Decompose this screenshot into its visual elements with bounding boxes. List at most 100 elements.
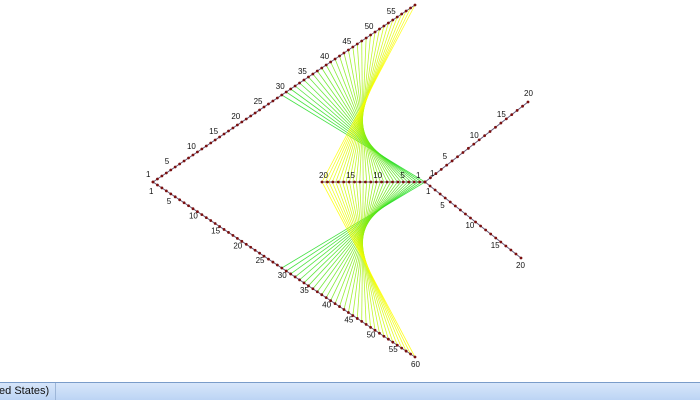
axis-point [510, 113, 514, 117]
axis-point [338, 54, 341, 58]
axis-tick-label: 40 [322, 301, 331, 310]
axis-point [178, 198, 182, 202]
axis-tick-label: 15 [491, 241, 500, 250]
axis-point [200, 147, 204, 151]
axis-point [443, 196, 447, 200]
axis-point [169, 192, 173, 196]
axis-point [280, 93, 284, 97]
axis-point [445, 163, 449, 167]
axis-tick-label: 20 [231, 112, 240, 121]
axis-point [488, 130, 492, 133]
axis-point [178, 162, 182, 166]
axis-point [360, 320, 364, 323]
axis-point [434, 172, 438, 175]
axis-point [401, 180, 405, 184]
axis-point [453, 204, 457, 208]
axis-point [213, 222, 217, 225]
axis-tick-label: 5 [167, 197, 172, 206]
axis-point [373, 328, 377, 332]
axis-point [347, 180, 351, 184]
axis-point [213, 138, 217, 142]
axis-point [329, 299, 333, 303]
status-language[interactable]: ted States) [0, 383, 57, 400]
axis-point [519, 256, 523, 260]
axis-point [456, 155, 459, 159]
axis-point [289, 272, 293, 276]
axis-tick-label: 30 [276, 82, 285, 91]
axis-point [499, 121, 503, 125]
axis-tick-label: 5 [443, 152, 448, 161]
axis-point [439, 167, 443, 171]
axis-point [461, 151, 465, 154]
axis-point [156, 183, 159, 187]
axis-point [353, 180, 356, 184]
axis-point [338, 305, 341, 308]
axis-point [412, 180, 416, 184]
axis-point [409, 6, 412, 10]
axis-point [358, 180, 362, 184]
axis-point [258, 251, 261, 255]
axis-point [526, 100, 530, 104]
axis-point [235, 236, 239, 240]
axis-point [307, 75, 310, 79]
axis-point [235, 123, 239, 127]
axis-point [413, 355, 417, 359]
axis-point [386, 337, 390, 341]
axis-point [191, 153, 195, 157]
axis-tick-label: 20 [516, 261, 525, 270]
axis-tick-label: 35 [300, 286, 309, 295]
axis-point [364, 36, 368, 40]
axis-point [504, 117, 508, 121]
axis-point [429, 176, 432, 180]
axis-tick-label: 1 [146, 170, 151, 179]
axis-point [244, 242, 248, 246]
axis-tick-label: 15 [346, 171, 355, 180]
axis-point [378, 331, 381, 335]
axis-tick-label: 1 [416, 171, 421, 180]
axis-point [173, 195, 177, 199]
axis-point [151, 180, 155, 184]
axis-point [258, 108, 261, 112]
axis-point [249, 114, 253, 118]
axis-point [320, 66, 324, 70]
axis-point [160, 174, 164, 178]
axis-tick-label: 15 [211, 227, 220, 236]
axis-point [271, 99, 275, 103]
axis-point [164, 189, 168, 193]
axis-point [249, 245, 253, 249]
axis-point [373, 30, 377, 34]
axis-point [369, 325, 372, 329]
axis-point [333, 57, 337, 61]
axis-point [222, 228, 226, 231]
axis-point [404, 349, 408, 353]
axis-point [320, 293, 324, 297]
axis-point [275, 263, 279, 267]
axis-point [160, 186, 164, 190]
axis-point [391, 180, 394, 184]
axis-tick-label: 50 [367, 330, 376, 339]
string-line [321, 181, 416, 358]
axis-point [307, 284, 310, 288]
axis-tick-label: 40 [320, 52, 329, 61]
axis-point [324, 296, 328, 300]
axis-tick-label: 5 [440, 201, 445, 210]
axis-point [364, 322, 368, 326]
axis-point [311, 72, 315, 76]
axis-point [244, 117, 248, 121]
axis-point [514, 252, 518, 256]
axis-point [302, 78, 306, 82]
axis-point [400, 346, 404, 350]
axis-point [409, 352, 412, 356]
axis-point [464, 212, 467, 216]
axis-point [380, 180, 384, 184]
axis-point [407, 180, 411, 184]
axis-point [483, 134, 487, 138]
axis-point [240, 239, 244, 243]
axis-tick-label: 45 [344, 316, 353, 325]
axis-point [311, 287, 315, 291]
axis-point [494, 125, 497, 129]
axis-point [458, 208, 462, 212]
axis-point [374, 180, 378, 184]
axis-tick-label: 10 [470, 131, 479, 140]
axis-point [227, 231, 230, 234]
